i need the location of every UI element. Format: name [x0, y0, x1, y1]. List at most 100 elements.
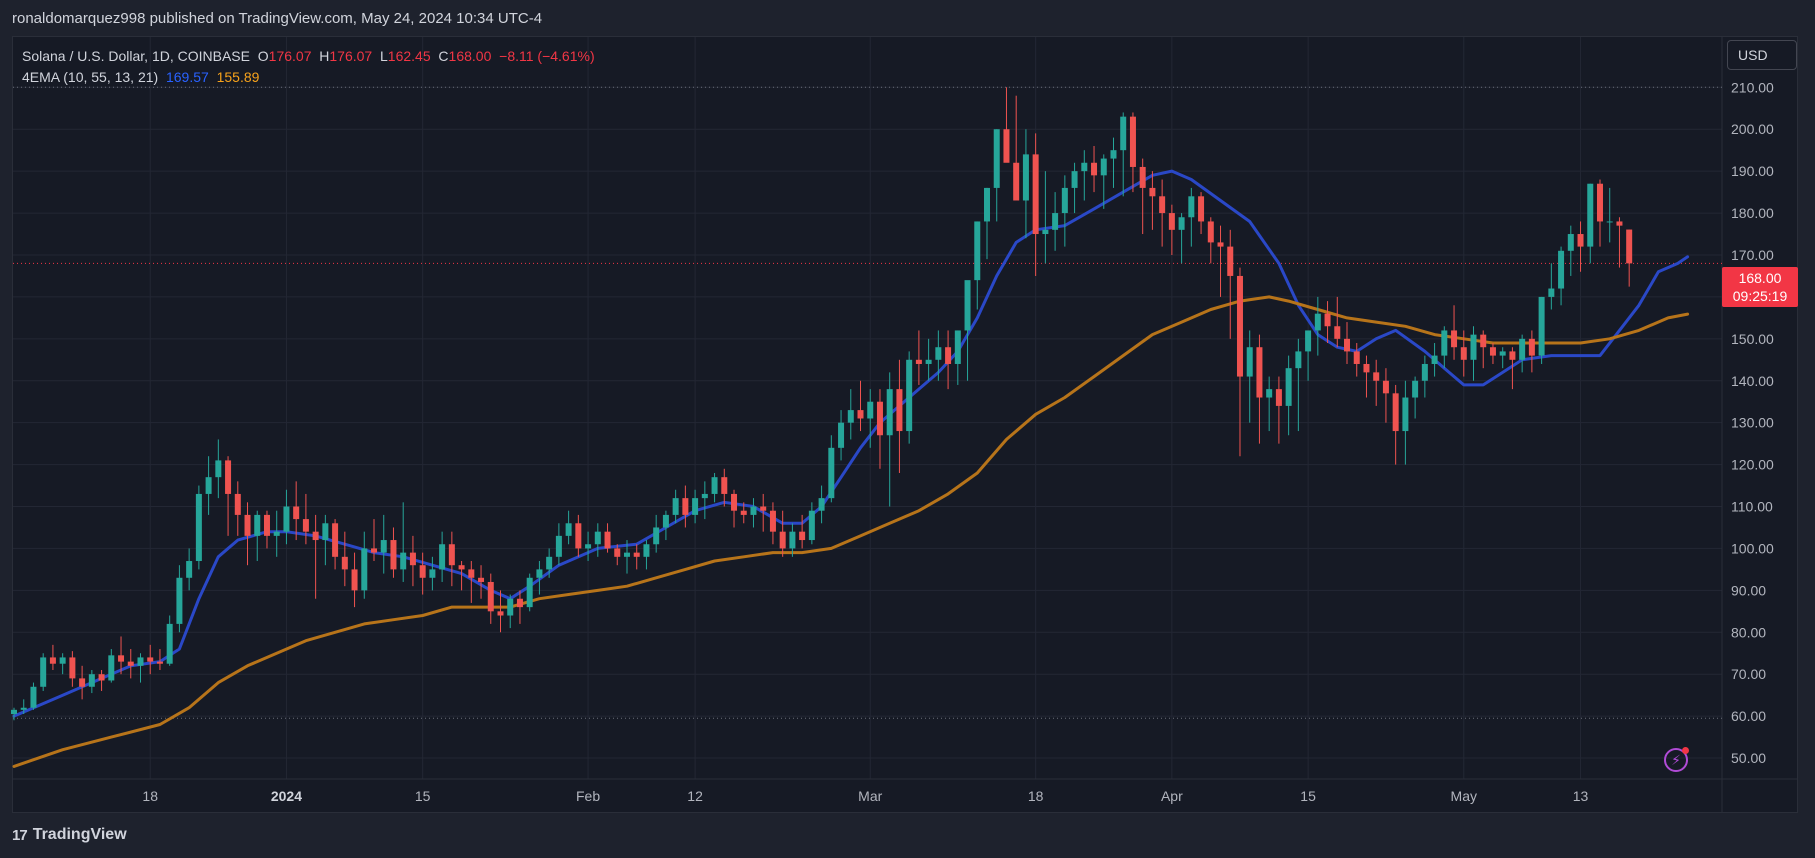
candle-down [1139, 166, 1146, 188]
candle-up [954, 330, 961, 364]
candle-down [1344, 338, 1351, 352]
currency-button[interactable]: USD [1727, 40, 1797, 70]
candle-down [332, 523, 339, 557]
chart-legend: Solana / U.S. Dollar, 1D, COINBASE O176.… [22, 46, 595, 88]
candle-up [847, 410, 854, 423]
y-tick-label: 110.00 [1731, 499, 1773, 515]
ema-fast-line [12, 169, 1690, 718]
candle-down [604, 531, 611, 549]
candle-down [1275, 389, 1282, 406]
candle-up [653, 527, 660, 545]
candle-up [546, 556, 553, 570]
candle-up [594, 531, 601, 545]
candle-up [808, 510, 815, 541]
candle-down [1596, 183, 1603, 222]
candle-up [1305, 330, 1312, 352]
y-tick-label: 50.00 [1731, 750, 1766, 766]
x-tick-label: 15 [415, 788, 431, 804]
candle-up [322, 523, 329, 541]
candle-down [341, 556, 348, 570]
y-tick-label: 210.00 [1731, 79, 1774, 95]
candle-up [1295, 351, 1302, 369]
candle-down [1149, 187, 1156, 197]
candle-up [1558, 250, 1565, 289]
candle-down [614, 548, 621, 557]
candle-down [1324, 313, 1331, 327]
candle-down [497, 611, 504, 616]
candle-down [156, 661, 163, 664]
tradingview-brand[interactable]: 17 TradingView [12, 826, 127, 844]
candle-down [1616, 221, 1623, 226]
candle-down [1353, 351, 1360, 364]
candle-up [1022, 154, 1029, 201]
indicator-label[interactable]: 4EMA (10, 55, 13, 21) [22, 69, 159, 85]
candle-up [176, 577, 183, 624]
candle-up [1110, 150, 1117, 159]
candle-down [1129, 116, 1136, 167]
candle-down [740, 510, 747, 515]
candle-up [1412, 380, 1419, 398]
brand-name: TradingView [32, 826, 127, 843]
last-price-value: 168.00 [1738, 270, 1782, 286]
y-tick-label: 150.00 [1731, 331, 1774, 347]
candle-down [721, 477, 728, 494]
candle-down [945, 347, 952, 364]
candle-down [779, 531, 786, 549]
candle-up [828, 447, 835, 499]
candle-up [526, 577, 533, 608]
candle-down [1236, 275, 1243, 377]
candle-up [30, 686, 37, 708]
candle-down [760, 506, 767, 511]
change-value: −8.11 (−4.61%) [499, 48, 595, 64]
candle-down [49, 657, 56, 664]
candle-down [409, 552, 416, 566]
candle-down [1626, 229, 1633, 264]
candle-down [915, 359, 922, 364]
flash-icon[interactable]: ⚡ [1664, 747, 1689, 772]
candle-down [1373, 372, 1380, 381]
candle-down [1159, 196, 1166, 214]
candle-up [59, 657, 66, 664]
candle-up [984, 187, 990, 222]
last-price-badge: 168.00 09:25:19 [1722, 267, 1798, 307]
candle-up [361, 548, 368, 591]
candle-down [1198, 196, 1205, 222]
candle-up [555, 535, 562, 557]
candle-up [789, 531, 796, 549]
candle-down [302, 519, 309, 532]
candle-up [964, 280, 971, 331]
candle-up [166, 623, 173, 664]
candle-down [478, 577, 485, 582]
candle-up [536, 569, 543, 578]
candle-up [585, 544, 592, 549]
candle-down [1392, 393, 1399, 432]
chart-frame [12, 36, 1798, 813]
candle-down [312, 531, 319, 541]
candle-up [565, 523, 572, 536]
candle-up [1246, 347, 1253, 377]
candle-up [672, 498, 679, 515]
candle-up [108, 655, 115, 681]
candle-up [1120, 116, 1127, 151]
candle-up [818, 498, 825, 511]
candle-up [1441, 330, 1448, 356]
open-value: 176.07 [268, 48, 312, 64]
candle-down [876, 401, 883, 436]
candle-down [244, 514, 251, 536]
candle-up [88, 674, 95, 687]
candle-down [1382, 380, 1389, 394]
candle-down [98, 674, 105, 681]
candle-up [1081, 162, 1088, 172]
high-value: 176.07 [329, 48, 373, 64]
candle-down [1207, 221, 1214, 243]
y-tick-label: 60.00 [1731, 708, 1766, 724]
candle-up [935, 347, 942, 360]
symbol-title[interactable]: Solana / U.S. Dollar, 1D, COINBASE [22, 48, 250, 64]
candle-down [69, 657, 76, 679]
candle-down [419, 565, 426, 578]
candle-down [1489, 347, 1496, 356]
candle-up [1314, 313, 1321, 331]
published-line: ronaldomarquez998 published on TradingVi… [12, 10, 543, 27]
candle-down [468, 569, 475, 578]
